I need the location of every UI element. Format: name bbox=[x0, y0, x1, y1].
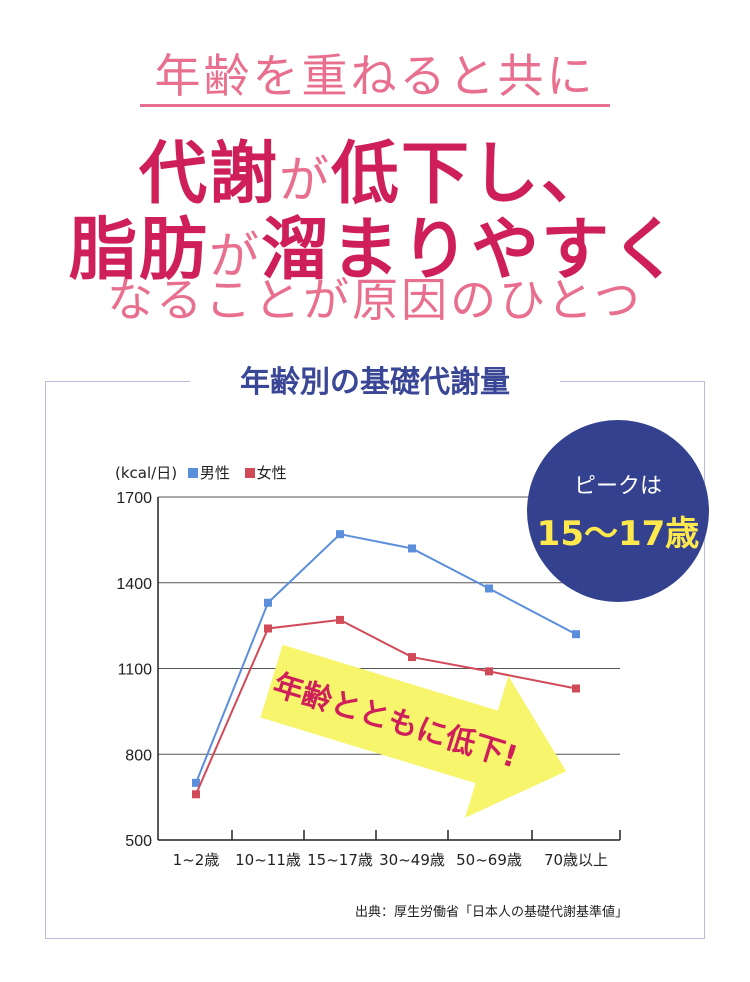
headline-line-3: 脂肪が溜まりやすく bbox=[0, 194, 750, 293]
series-line-male bbox=[195, 533, 577, 784]
headline-line-4: なることが原因のひとつ bbox=[107, 273, 643, 327]
headline-line-1: 年齢を重ねると共に bbox=[154, 49, 596, 103]
y-tick-label: 500 bbox=[125, 833, 152, 850]
data-point-male bbox=[192, 778, 200, 787]
headline-line-3-a: 脂肪 bbox=[68, 211, 209, 290]
data-point-male bbox=[485, 584, 493, 593]
data-point-female bbox=[485, 667, 493, 676]
y-tick-label: 1100 bbox=[118, 662, 153, 679]
data-point-male bbox=[264, 598, 272, 607]
data-point-female bbox=[572, 684, 580, 693]
legend-label-female: 女性 bbox=[256, 464, 287, 482]
axis-layer: 500 800 1100 1400 1700 1~2歳 10~11歳 15~17歳 30~49歳… bbox=[116, 490, 621, 869]
headline-line-3-c: 溜まりやすく bbox=[261, 211, 682, 290]
legend-swatch-male bbox=[187, 467, 198, 478]
headline-line-2-c: 低下し、 bbox=[331, 135, 612, 214]
y-tick-label: 800 bbox=[125, 747, 152, 764]
series-layer bbox=[192, 530, 580, 799]
peak-badge-label: ピークは bbox=[573, 474, 662, 499]
x-tick-label: 10~11歳 bbox=[235, 851, 301, 869]
headline-underline bbox=[140, 104, 610, 107]
series-line-female bbox=[195, 618, 577, 795]
trend-arrow: 年齢とともに低下! bbox=[260, 644, 567, 818]
unit-label: (kcal/日) bbox=[115, 464, 178, 482]
x-tick-label: 30~49歳 bbox=[379, 851, 445, 869]
x-tick-label: 70歳以上 bbox=[544, 851, 608, 869]
data-point-male bbox=[408, 544, 416, 553]
trend-arrow-shape bbox=[260, 644, 567, 818]
chart-title: 年齢別の基礎代謝量 bbox=[190, 363, 560, 403]
data-point-female bbox=[408, 653, 416, 662]
peak-badge: ピークは 15〜17歳 bbox=[527, 420, 709, 602]
legend-label-male: 男性 bbox=[199, 464, 230, 482]
x-tick-label: 50~69歳 bbox=[456, 851, 522, 869]
data-point-female bbox=[336, 615, 344, 624]
data-point-female bbox=[264, 624, 272, 633]
x-tick-label: 1~2歳 bbox=[173, 851, 220, 869]
headline-line-3-b: が bbox=[209, 227, 261, 285]
chart-legend: (kcal/日) 男性 女性 bbox=[115, 462, 287, 483]
data-point-male bbox=[336, 530, 344, 539]
peak-badge-value: 15〜17歳 bbox=[536, 514, 700, 554]
x-tick-label: 15~17歳 bbox=[307, 851, 373, 869]
legend-swatch-female bbox=[244, 467, 255, 478]
headline-line-2-a: 代謝 bbox=[138, 135, 279, 214]
data-point-female bbox=[192, 790, 200, 799]
data-point-male bbox=[572, 630, 580, 639]
headline-line-2-b: が bbox=[279, 151, 331, 209]
y-tick-label: 1700 bbox=[116, 490, 152, 507]
source-note: 出典：厚生労働省「日本人の基礎代謝基準値」 bbox=[355, 905, 629, 920]
headline-line-2: 代謝が低下し、 bbox=[0, 118, 750, 217]
y-tick-label: 1400 bbox=[116, 576, 152, 593]
